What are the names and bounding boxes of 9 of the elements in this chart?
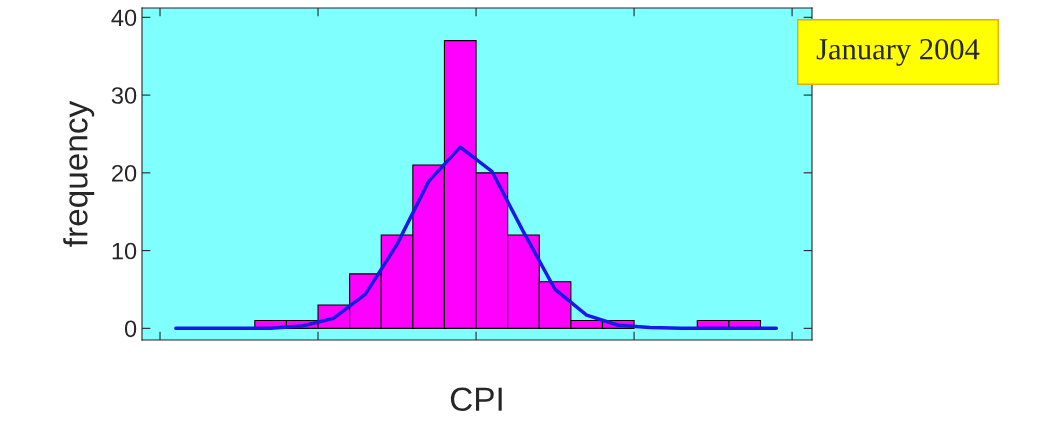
y-tick-label: 10 bbox=[112, 242, 137, 260]
y-tick-label: 20 bbox=[112, 164, 137, 182]
line-series bbox=[174, 145, 779, 331]
y-axis-title: frequency bbox=[63, 100, 95, 247]
y-tick-label: 40 bbox=[111, 9, 137, 27]
text: January 2004 bbox=[816, 38, 980, 66]
y-tick-label: 0 bbox=[124, 320, 137, 338]
x-axis-title: CPI bbox=[450, 387, 502, 412]
y-tick-label: 30 bbox=[111, 87, 137, 104]
